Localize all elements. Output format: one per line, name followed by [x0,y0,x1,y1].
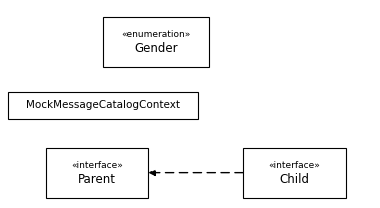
Text: Gender: Gender [134,42,177,54]
FancyBboxPatch shape [103,17,209,67]
FancyBboxPatch shape [243,148,346,198]
Text: «enumeration»: «enumeration» [121,30,190,39]
FancyBboxPatch shape [46,148,148,198]
Text: Child: Child [280,173,309,186]
Text: MockMessageCatalogContext: MockMessageCatalogContext [25,100,180,110]
Text: «interface»: «interface» [71,161,123,170]
Text: «interface»: «interface» [269,161,320,170]
FancyBboxPatch shape [8,92,198,119]
Text: Parent: Parent [78,173,116,186]
